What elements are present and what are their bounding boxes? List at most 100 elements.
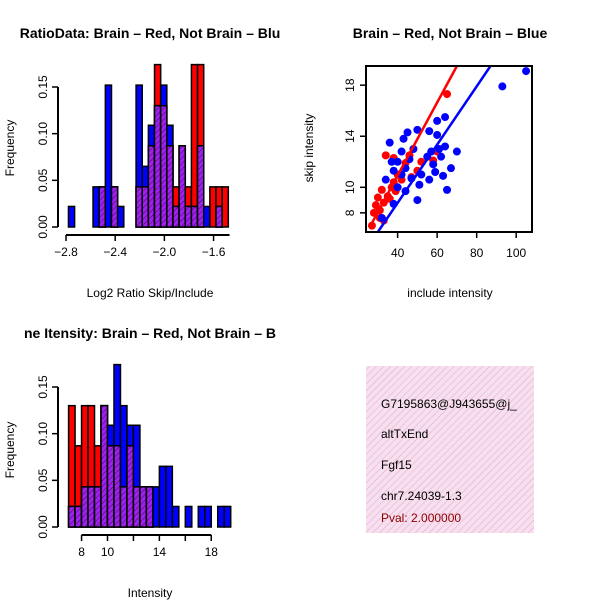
y-tick-label: 0.10 — [36, 422, 50, 446]
not-brain-bar — [116, 205, 125, 228]
not-brain-point — [498, 82, 507, 91]
x-tick-label: 10 — [101, 545, 115, 559]
intensity-scatter-panel: Brain – Red, Not Brain – Blue skip inten… — [302, 25, 547, 300]
brain-bar — [209, 186, 217, 228]
overlap-bar — [110, 186, 119, 228]
not-brain-bar — [184, 505, 193, 528]
overlap-bar — [113, 445, 122, 528]
brain-bar — [221, 186, 230, 228]
info-panel-background — [366, 366, 534, 533]
x-tick-label: 14 — [153, 545, 167, 559]
overlap-bar — [132, 486, 141, 528]
ratio-histogram-axes: −2.8 −2.4 −2.0 −1.6 0.00 0.05 0.10 0.15 — [36, 75, 230, 259]
not-brain-point — [439, 171, 448, 180]
not-brain-point — [413, 125, 422, 134]
scatter-frame — [365, 65, 533, 233]
info-pval: Pval: 2.000000 — [381, 511, 461, 525]
ratio-histogram-ylabel: Frequency — [3, 120, 17, 177]
y-tick-label: 0.05 — [36, 168, 50, 192]
not-brain-point — [377, 213, 386, 222]
not-brain-point — [425, 127, 434, 136]
x-tick-label: −1.6 — [202, 245, 226, 259]
y-tick-label: 18 — [343, 78, 357, 92]
x-tick-label: 8 — [78, 545, 85, 559]
not-brain-point — [441, 142, 450, 151]
brain-bar — [190, 63, 199, 228]
overlap-bar — [147, 145, 156, 228]
x-tick-label: 18 — [205, 545, 219, 559]
not-brain-point — [425, 175, 434, 184]
y-tick-label: 14 — [343, 129, 357, 143]
not-brain-bar — [197, 505, 206, 528]
x-tick-label: 60 — [430, 246, 444, 260]
overlap-bar — [215, 205, 223, 228]
not-brain-point — [452, 147, 461, 156]
x-tick-label: 80 — [470, 246, 484, 260]
info-location: chr7.24039-1.3 — [381, 489, 462, 503]
info-gene-name: Fgf15 — [381, 458, 412, 472]
not-brain-point — [443, 185, 452, 194]
x-tick-label: −2.4 — [103, 245, 127, 259]
not-brain-point — [522, 67, 531, 76]
overlap-bar — [93, 486, 102, 528]
not-brain-bar — [165, 465, 174, 528]
not-brain-point — [413, 196, 422, 205]
not-brain-bar — [223, 505, 232, 528]
not-brain-bar — [216, 505, 225, 528]
overlap-bar — [126, 445, 135, 528]
not-brain-bar — [202, 205, 211, 228]
not-brain-fit-line — [376, 66, 492, 232]
not-brain-point — [385, 138, 394, 147]
ratio-histogram-panel: RatioData: Brain – Red, Not Brain – Blu … — [3, 25, 280, 300]
not-brain-bar — [171, 505, 180, 528]
overlap-bar — [178, 145, 187, 228]
overlap-bar — [106, 445, 115, 528]
y-tick-label: 10 — [343, 180, 357, 194]
not-brain-point — [437, 152, 446, 161]
x-tick-label: −2.8 — [54, 245, 78, 259]
not-brain-point — [397, 147, 406, 156]
not-brain-bar — [204, 505, 212, 528]
info-event-type: altTxEnd — [381, 427, 428, 441]
intensity-histogram-axes: 8 10 14 18 0.00 0.05 0.10 0.15 — [36, 375, 218, 559]
brain-point — [443, 90, 452, 99]
overlap-bar — [196, 145, 205, 228]
not-brain-point — [389, 166, 398, 175]
x-tick-label: 40 — [391, 246, 405, 260]
intensity-histogram-panel: ne Itensity: Brain – Red, Not Brain – B … — [3, 325, 276, 600]
not-brain-bar — [158, 465, 167, 528]
y-tick-label: 0.15 — [36, 75, 50, 99]
not-brain-point — [403, 128, 412, 137]
overlap-bar — [80, 486, 89, 528]
y-tick-label: 0.00 — [36, 515, 50, 539]
scatter-title: Brain – Red, Not Brain – Blue — [353, 25, 548, 41]
ratio-histogram-title: RatioData: Brain – Red, Not Brain – Blu — [20, 25, 281, 41]
x-tick-label: −2.0 — [153, 245, 177, 259]
intensity-histogram-xlabel: Intensity — [128, 586, 173, 600]
overlap-bar — [153, 104, 162, 228]
not-brain-bar — [92, 186, 100, 228]
not-brain-point — [393, 157, 402, 166]
overlap-bar — [190, 205, 199, 228]
ratio-histogram-bars — [67, 63, 230, 228]
overlap-bar — [159, 104, 168, 228]
overlap-bar — [87, 486, 96, 528]
info-panel: G7195863@J943655@j_ altTxEnd Fgf15 chr7.… — [366, 366, 534, 533]
brain-point — [381, 151, 390, 160]
not-brain-point — [387, 157, 396, 166]
scatter-axes: 40 60 80 100 8 10 14 18 — [343, 78, 527, 260]
not-brain-bar — [104, 84, 113, 228]
not-brain-point — [415, 180, 424, 189]
overlap-bar — [74, 505, 83, 528]
brain-point — [367, 221, 376, 230]
not-brain-point — [393, 183, 402, 192]
overlap-bar — [135, 186, 143, 228]
ratio-histogram-xlabel: Log2 Ratio Skip/Include — [87, 286, 214, 300]
y-tick-label: 8 — [343, 209, 357, 216]
intensity-histogram-title: ne Itensity: Brain – Red, Not Brain – B — [24, 325, 276, 341]
intensity-histogram-bars — [67, 363, 232, 528]
x-tick-label: 100 — [506, 246, 526, 260]
not-brain-point — [399, 134, 408, 143]
